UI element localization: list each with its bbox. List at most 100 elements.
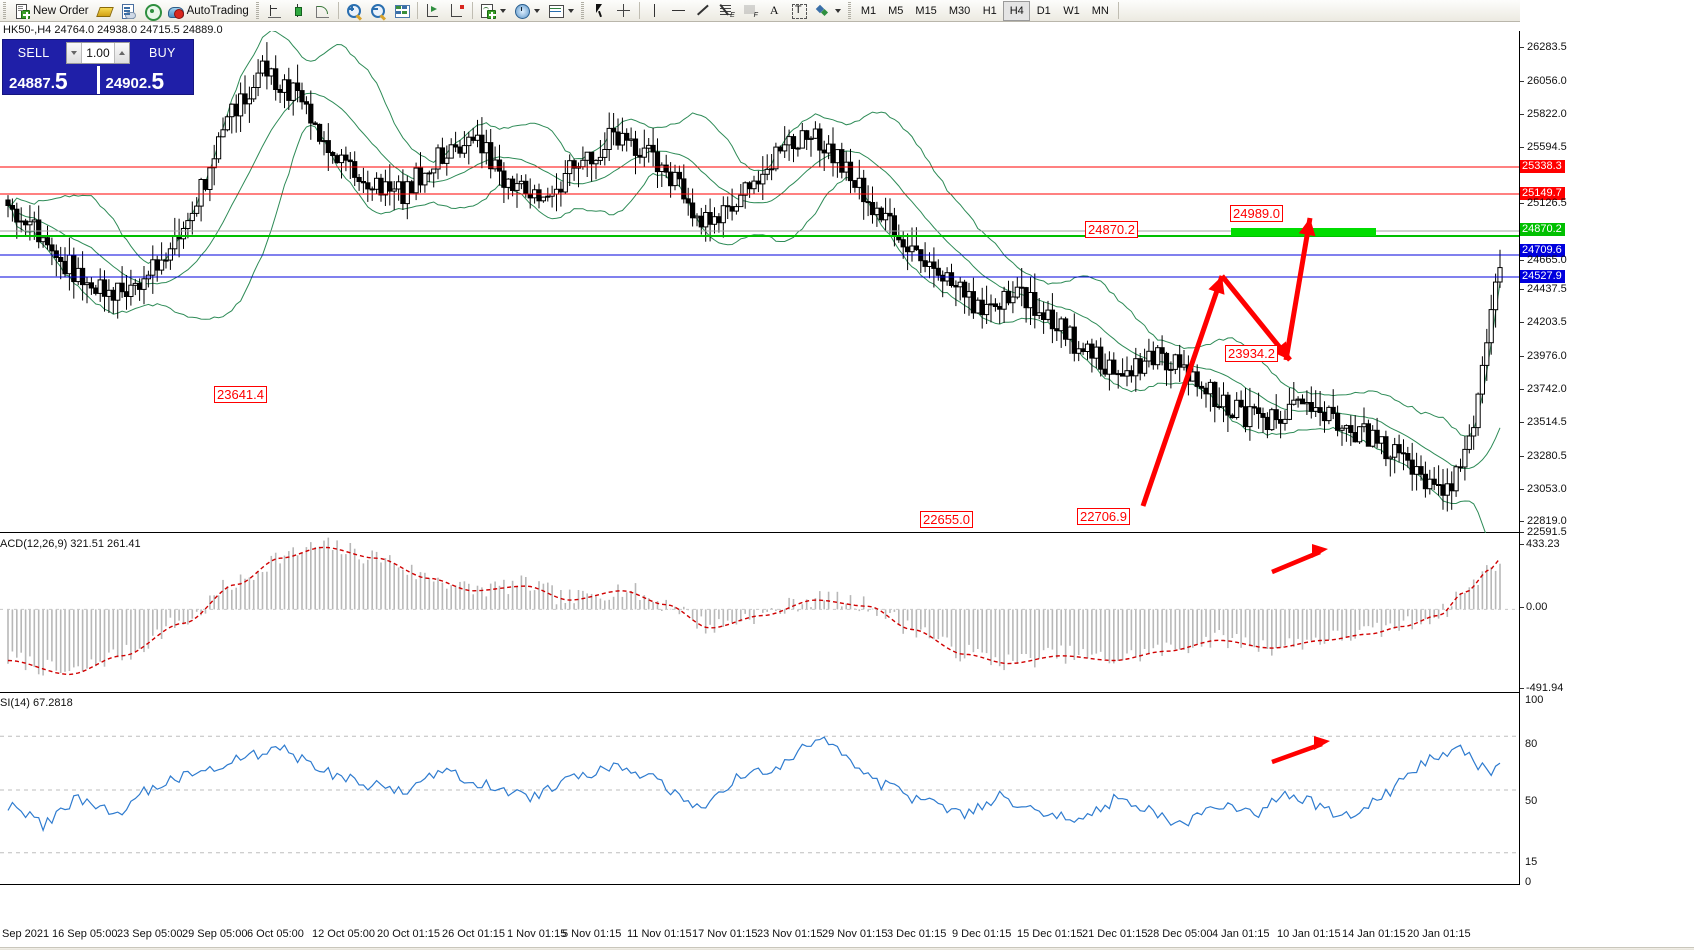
signal-icon xyxy=(144,3,162,21)
zoom-out-button[interactable] xyxy=(366,1,390,21)
periods-button[interactable] xyxy=(510,1,544,21)
time-axis[interactable]: Sep 2021 16 Sep 05:00 23 Sep 05:00 29 Sep 0… xyxy=(0,926,1694,950)
text-tool-button[interactable] xyxy=(763,1,787,21)
symbol-ohlc-label: HK50-,H4 24764.0 24938.0 24715.5 24889.0 xyxy=(3,24,223,36)
chevron-down-icon-templates[interactable] xyxy=(567,8,574,13)
line-chart-button[interactable] xyxy=(311,1,335,21)
rsi-forecast-arrow[interactable] xyxy=(1271,736,1330,765)
template-icon xyxy=(548,3,564,19)
zoom-in-button[interactable] xyxy=(342,1,366,21)
price-axis-scale[interactable]: 26283.5 26056.0 25822.0 25594.5 25338.3 25149… xyxy=(1520,0,1694,926)
timeframe-mn[interactable]: MN xyxy=(1091,4,1109,17)
cursor-tool-button[interactable] xyxy=(588,1,612,21)
timeframe-h4[interactable]: H4 xyxy=(1003,0,1031,21)
volume-stepper[interactable]: 1.00 xyxy=(66,42,130,64)
volume-decrease-button[interactable] xyxy=(67,43,83,63)
time-axis-label: 16 Sep 05:00 xyxy=(52,928,118,940)
crosshair-tool-button[interactable] xyxy=(612,1,636,21)
horizontal-line-tool-button[interactable] xyxy=(667,1,691,21)
time-axis-label: 5 Nov 01:15 xyxy=(562,928,622,940)
candlestick-series xyxy=(5,42,1503,512)
toolbar-grip[interactable] xyxy=(1,1,8,20)
new-order-button[interactable]: New Order xyxy=(10,1,93,21)
price-chart-pane[interactable] xyxy=(0,31,1520,533)
tile-windows-button[interactable] xyxy=(390,1,414,21)
price-level-badge[interactable]: 25338.3 xyxy=(1520,160,1565,173)
time-axis-label: 3 Dec 01:15 xyxy=(887,928,947,940)
vertical-line-tool-button[interactable] xyxy=(643,1,667,21)
reports-button[interactable] xyxy=(116,1,140,21)
autotrading-label: AutoTrading xyxy=(186,4,249,17)
chevron-down-icon-objects[interactable] xyxy=(834,8,841,13)
market-watch-button[interactable] xyxy=(93,1,116,21)
axis-tick xyxy=(1520,260,1524,261)
equidistant-channel-icon: E xyxy=(719,3,735,19)
autotrading-icon xyxy=(167,3,184,19)
timeframe-d1[interactable]: D1 xyxy=(1036,4,1051,17)
volume-value[interactable]: 1.00 xyxy=(86,46,110,60)
timeframe-m30[interactable]: M30 xyxy=(948,4,971,17)
sell-price-fraction: 5 xyxy=(54,68,68,94)
rsi-canvas xyxy=(0,735,1520,854)
chart-shift-icon xyxy=(449,3,465,19)
time-axis-label: 1 Nov 01:15 xyxy=(507,928,567,940)
auto-scroll-icon xyxy=(425,3,441,19)
timeframe-m1[interactable]: M1 xyxy=(860,4,877,17)
grid-windows-icon xyxy=(394,3,410,19)
auto-scroll-button[interactable] xyxy=(421,1,445,21)
price-level-badge[interactable]: 24709.6 xyxy=(1520,244,1565,257)
sell-button[interactable]: SELL xyxy=(17,46,50,60)
price-axis-label: 23053.0 xyxy=(1527,483,1567,495)
price-level-badge[interactable]: 24527.9 xyxy=(1520,270,1565,283)
price-level-badge[interactable]: 24870.2 xyxy=(1520,223,1565,236)
timeframe-h1[interactable]: H1 xyxy=(982,4,997,17)
bar-chart-icon xyxy=(267,3,283,19)
macd-forecast-arrow[interactable] xyxy=(1271,544,1328,575)
toolbar-grip-charts[interactable] xyxy=(253,1,261,20)
autotrading-button[interactable]: AutoTrading xyxy=(164,1,253,21)
time-axis-label: 14 Jan 01:15 xyxy=(1342,928,1406,940)
volume-increase-button[interactable] xyxy=(113,43,129,63)
chevron-down-icon-periods[interactable] xyxy=(533,8,540,13)
axis-tick xyxy=(1520,688,1524,689)
timeframe-w1[interactable]: W1 xyxy=(1063,4,1080,17)
rsi-axis-label: 80 xyxy=(1525,738,1538,750)
bar-chart-button[interactable] xyxy=(263,1,287,21)
templates-button[interactable] xyxy=(544,1,578,21)
trendline-tool-button[interactable] xyxy=(691,1,715,21)
macd-pane[interactable]: ACD(12,26,9) 321.51 261.41 xyxy=(0,535,1520,693)
price-level-badge[interactable]: 25149.7 xyxy=(1520,187,1565,200)
macd-axis-label: 0.00 xyxy=(1526,601,1548,613)
axis-tick xyxy=(1520,203,1524,204)
macd-indicator-label: ACD(12,26,9) 321.51 261.41 xyxy=(0,538,141,550)
timeframe-m15[interactable]: M15 xyxy=(915,4,937,17)
chart-shift-button[interactable] xyxy=(445,1,469,21)
objects-list-button[interactable] xyxy=(811,1,845,21)
trendline-icon xyxy=(695,3,711,19)
rsi-pane[interactable]: SI(14) 67.2818 xyxy=(0,695,1520,885)
forecast-arrows[interactable] xyxy=(1140,217,1316,507)
indicators-button[interactable] xyxy=(476,1,510,21)
sell-price[interactable]: 24887 . 5 xyxy=(3,66,97,94)
buy-button[interactable]: BUY xyxy=(149,46,176,60)
toolbar-grip-tools[interactable] xyxy=(578,1,586,20)
time-axis-label: 10 Jan 01:15 xyxy=(1277,928,1341,940)
toolbar-grip-periods[interactable] xyxy=(845,1,853,20)
axis-tick xyxy=(1520,356,1524,357)
price-axis-label: 23742.0 xyxy=(1527,383,1567,395)
chevron-down-icon[interactable] xyxy=(499,8,506,13)
candlestick-chart-button[interactable] xyxy=(287,1,311,21)
label-tool-button[interactable] xyxy=(787,1,811,21)
rsi-line xyxy=(7,736,1501,833)
report-icon xyxy=(120,3,136,19)
status-bar xyxy=(0,947,1694,950)
equidistant-channel-button[interactable]: E xyxy=(715,1,739,21)
buy-price[interactable]: 24902 . 5 xyxy=(100,66,194,94)
timeframe-m5[interactable]: M5 xyxy=(888,4,904,17)
signals-button[interactable] xyxy=(140,1,164,21)
indicators-icon xyxy=(480,3,496,19)
new-order-icon xyxy=(14,3,30,19)
price-axis-label: 23976.0 xyxy=(1527,350,1567,362)
fibonacci-tool-button[interactable]: F xyxy=(739,1,763,21)
price-axis-label: 23514.5 xyxy=(1527,416,1567,428)
